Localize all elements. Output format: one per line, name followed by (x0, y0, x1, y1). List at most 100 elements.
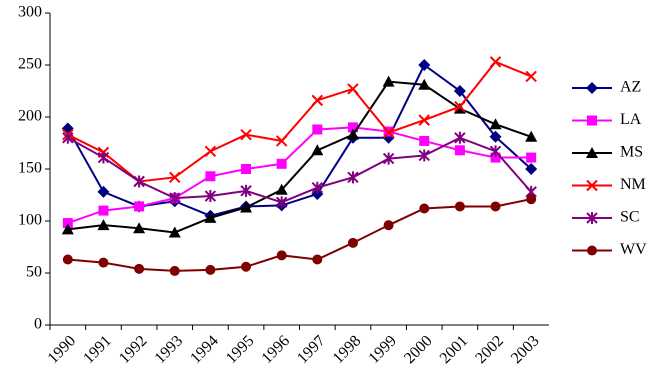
marker (205, 171, 216, 182)
marker (276, 250, 287, 261)
marker (347, 237, 358, 248)
marker (133, 222, 146, 234)
series-line (67, 126, 532, 225)
marker (311, 181, 324, 194)
marker (275, 196, 288, 209)
y-tick-label: 150 (18, 160, 42, 177)
marker (419, 203, 430, 214)
marker (525, 70, 537, 83)
y-tick-label: 100 (18, 212, 42, 229)
legend-marker (587, 245, 597, 256)
marker (525, 130, 538, 142)
y-tick-label: 300 (18, 4, 42, 21)
x-tick-label: 1996 (258, 332, 293, 367)
marker (312, 124, 323, 135)
legend-label: MS (620, 144, 643, 161)
marker (62, 254, 73, 265)
x-tick-label: 1990 (45, 332, 80, 367)
marker (454, 100, 466, 113)
marker (240, 184, 252, 197)
marker (419, 135, 430, 146)
marker (382, 75, 395, 87)
marker (346, 128, 359, 140)
series-line (67, 60, 532, 183)
marker (454, 131, 466, 144)
marker (275, 135, 288, 147)
legend-marker (586, 82, 598, 94)
marker (454, 201, 465, 212)
marker (347, 83, 359, 95)
marker (275, 183, 288, 195)
marker (453, 85, 466, 97)
x-tick-label: 1997 (294, 332, 329, 367)
x-tick-label: 2001 (437, 332, 472, 367)
marker (97, 151, 110, 164)
marker (240, 128, 252, 141)
marker (204, 211, 217, 223)
y-tick-label: 200 (18, 108, 42, 125)
legend-marker (586, 179, 598, 192)
marker (276, 158, 287, 169)
y-tick-label: 250 (18, 56, 42, 73)
marker (98, 257, 109, 268)
marker (62, 218, 73, 229)
marker (98, 205, 109, 216)
series-line (67, 80, 532, 234)
legend-label: LA (620, 111, 642, 128)
marker (168, 226, 181, 238)
legend-marker (587, 115, 597, 126)
marker (382, 152, 395, 165)
marker (525, 163, 538, 175)
marker (241, 261, 252, 272)
marker (526, 194, 537, 205)
marker (169, 265, 180, 276)
marker (62, 131, 74, 144)
x-tick-label: 1994 (187, 332, 222, 367)
marker (311, 144, 324, 156)
marker (134, 201, 145, 212)
marker (418, 78, 431, 90)
marker (97, 185, 110, 198)
marker (133, 175, 145, 188)
series-line (67, 136, 532, 204)
marker (134, 263, 145, 274)
marker (204, 190, 217, 203)
marker (347, 171, 359, 184)
marker (205, 264, 216, 275)
x-tick-label: 1993 (152, 332, 187, 367)
marker (240, 201, 253, 213)
marker (418, 149, 430, 162)
marker (489, 130, 502, 143)
legend-label: SC (620, 209, 640, 226)
legend-label: NM (620, 176, 646, 193)
series-line (67, 198, 532, 272)
marker (418, 59, 431, 71)
marker (169, 171, 181, 184)
y-tick-label: 0 (34, 316, 42, 333)
marker (490, 201, 501, 212)
marker (347, 122, 358, 133)
marker (489, 145, 502, 158)
marker (490, 152, 501, 163)
marker (526, 152, 537, 163)
marker (383, 220, 394, 231)
legend-label: WV (620, 241, 647, 258)
x-tick-label: 1995 (223, 332, 258, 367)
marker (418, 114, 430, 126)
y-tick-label: 50 (26, 264, 42, 281)
marker (489, 56, 502, 68)
marker (204, 145, 217, 158)
marker (311, 94, 324, 107)
legend-marker (586, 147, 598, 158)
x-tick-label: 1992 (116, 332, 151, 367)
x-tick-label: 1998 (330, 332, 365, 367)
x-tick-label: 2002 (472, 332, 507, 367)
marker (61, 223, 74, 235)
marker (489, 118, 502, 130)
legend-marker (586, 212, 598, 224)
x-tick-label: 2003 (508, 332, 543, 367)
x-tick-label: 2000 (401, 332, 436, 367)
marker (312, 254, 323, 265)
marker (454, 145, 465, 156)
